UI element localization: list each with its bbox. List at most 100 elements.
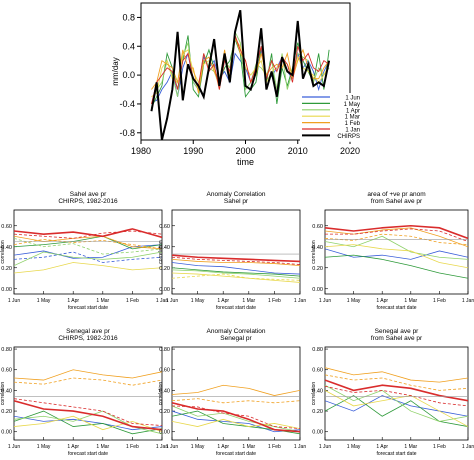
panel-series-line — [172, 273, 300, 281]
panel-y-tick-label: 0.00 — [312, 430, 323, 436]
panel-x-tick-label: 1 Mar — [96, 298, 109, 304]
panel-x-tick-label: 1 May — [37, 444, 51, 450]
panel-series-line — [325, 224, 468, 240]
legend-entry-label: 1 Mar — [345, 115, 360, 121]
x-tick-label: 2020 — [340, 146, 360, 156]
panel-y-tick-label: 0.80 — [159, 347, 170, 353]
x-tick-label: 2000 — [235, 146, 255, 156]
panel-x-tick-label: 1 Jan — [294, 444, 306, 450]
panel-series-line — [172, 405, 300, 430]
panel-series-line — [172, 398, 300, 404]
panel-x-tick-label: 1 Feb — [433, 444, 446, 450]
legend-entry-label: 1 Jun — [345, 96, 360, 102]
panel-x-axis-label: forecast start date — [216, 305, 256, 311]
panel-series-line — [325, 395, 468, 427]
panel-x-tick-label: 1 Jun — [8, 298, 20, 304]
x-axis-label: time — [237, 157, 254, 167]
panel-x-tick-label: 1 Jun — [319, 298, 331, 304]
panel-x-tick-label: 1 Jan — [156, 444, 168, 450]
panel-series-line — [172, 384, 300, 396]
panel-y-tick-label: 0.60 — [159, 368, 170, 374]
panel-x-tick-label: 1 Jan — [156, 298, 168, 304]
panel-x-axis-label: forecast start date — [376, 451, 416, 457]
y-tick-label: 0.0 — [122, 70, 135, 80]
panel-series-line — [325, 395, 468, 417]
panel-x-tick-label: 1 Apr — [217, 444, 229, 450]
panel-y-tick-label: 0.80 — [312, 347, 323, 353]
panel-x-tick-label: 1 Feb — [126, 444, 139, 450]
panel-series-line — [14, 369, 162, 381]
panel-series-line — [172, 258, 300, 267]
panel-y-tick-label: 0.40 — [312, 388, 323, 394]
panel-series-line — [172, 410, 300, 433]
panel-x-tick-label: 1 Jun — [8, 444, 20, 450]
panel-series-line — [172, 418, 300, 430]
panel-series-line — [14, 238, 162, 250]
panel-x-tick-label: 1 Apr — [217, 298, 229, 304]
legend-entry-label: 1 Feb — [345, 121, 361, 127]
panel-y-axis-label: correlation — [311, 240, 317, 264]
panel-frame — [171, 209, 301, 295]
panel-x-tick-label: 1 Jun — [166, 444, 178, 450]
panel-series-line — [325, 367, 468, 383]
x-tick-label: 2010 — [288, 146, 308, 156]
panel-x-tick-label: 1 May — [347, 444, 361, 450]
panel-y-tick-label: 0.00 — [312, 287, 323, 293]
y-axis-label: mm/day — [111, 57, 120, 85]
panel-y-tick-label: 0.60 — [1, 368, 12, 374]
panel-series-line — [325, 228, 468, 242]
panel-series-line — [14, 235, 162, 250]
panel-x-tick-label: 1 Jan — [462, 298, 474, 304]
panel-series-line — [14, 228, 162, 239]
panel-x-tick-label: 1 Mar — [96, 444, 109, 450]
y-tick-label: -0.4 — [119, 99, 135, 109]
y-tick-label: -0.8 — [119, 128, 135, 138]
panel-series-line — [172, 267, 300, 277]
panel-y-tick-label: 0.60 — [312, 368, 323, 374]
panel-x-axis-label: forecast start date — [216, 451, 256, 457]
panel-y-axis-label: correlation — [158, 240, 164, 264]
panel-x-axis-label: forecast start date — [68, 305, 108, 311]
panel-title: from Sahel ave pr — [371, 335, 423, 342]
panel-title: CHIRPS, 1982-2016 — [58, 335, 118, 342]
panel-x-tick-label: 1 Jun — [166, 298, 178, 304]
legend-box — [300, 93, 366, 142]
panel-x-tick-label: 1 Apr — [376, 298, 388, 304]
panel-y-tick-label: 0.60 — [1, 224, 12, 230]
panel-x-tick-label: 1 Mar — [404, 444, 417, 450]
panel-frame — [324, 346, 469, 441]
legend-entry-label: CHIRPS — [337, 134, 360, 140]
panel-series-line — [172, 402, 300, 433]
panel-x-tick-label: 1 Jan — [462, 444, 474, 450]
panel-series-line — [14, 251, 162, 263]
panel-x-tick-label: 1 May — [191, 444, 205, 450]
panel-series-line — [14, 251, 162, 267]
panel-y-tick-label: 0.20 — [312, 266, 323, 272]
panel-series-line — [14, 410, 162, 435]
panel-series-line — [325, 254, 468, 279]
panel-y-tick-label: 0.00 — [1, 430, 12, 436]
panel-series-line — [14, 398, 162, 426]
panel-x-tick-label: 1 Apr — [67, 444, 79, 450]
panel-frame — [324, 209, 469, 295]
panel-y-tick-label: 0.60 — [312, 224, 323, 230]
panel-series-line — [325, 385, 468, 407]
panel-x-tick-label: 1 May — [347, 298, 361, 304]
panel-x-axis-label: forecast start date — [376, 305, 416, 311]
panel-title: Sahel ave pr — [70, 191, 107, 198]
panel-y-axis-label: correlation — [158, 382, 164, 406]
panel-title: Senegal pr — [220, 335, 252, 342]
panel-series-line — [14, 262, 162, 274]
panel-y-tick-label: 0.80 — [1, 347, 12, 353]
y-tick-label: 0.4 — [122, 41, 135, 51]
panel-series-line — [325, 235, 468, 260]
panel-series-line — [14, 237, 162, 255]
panel-x-tick-label: 1 Mar — [242, 444, 255, 450]
panel-y-tick-label: 0.40 — [159, 388, 170, 394]
panel-y-tick-label: 0.60 — [159, 224, 170, 230]
panel-frame — [13, 346, 163, 441]
panel-y-tick-label: 0.00 — [159, 287, 170, 293]
panel-x-tick-label: 1 Feb — [126, 298, 139, 304]
panel-y-axis-label: correlation — [311, 382, 317, 406]
